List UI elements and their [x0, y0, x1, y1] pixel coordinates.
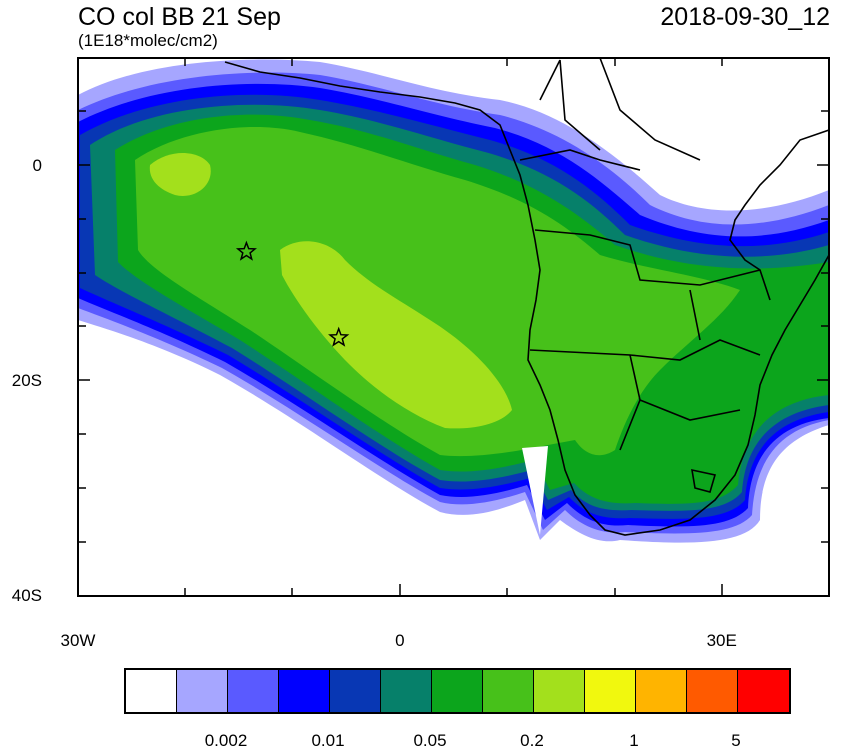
colorbar-swatch	[483, 670, 534, 712]
colorbar-label: 0.01	[311, 731, 345, 750]
x-tick-label: 30W	[60, 631, 96, 650]
plot-frame	[77, 57, 830, 597]
y-tick-label: 0	[32, 155, 42, 175]
x-tick-label: 0	[395, 631, 405, 650]
y-tick-label: 40S	[11, 586, 42, 605]
colorbar-label: 0.002	[204, 731, 248, 750]
colorbar-swatch	[330, 670, 381, 712]
colorbar-label: 0.2	[520, 731, 544, 750]
units-label: (1E18*molec/cm2)	[78, 31, 218, 50]
colorbar-swatch	[636, 670, 687, 712]
colorbar-label: 0.05	[413, 731, 447, 750]
colorbar-swatch	[585, 670, 636, 712]
colorbar-label: 1	[629, 731, 639, 750]
coastline	[224, 58, 829, 536]
colorbar-swatch	[381, 670, 432, 712]
x-tick-label: 30E	[706, 631, 737, 650]
map-title: CO col BB 21 Sep	[78, 3, 281, 31]
co-plume	[78, 59, 829, 543]
colorbar-label: 5	[731, 731, 741, 750]
colorbar-swatch	[228, 670, 279, 712]
date-label: 2018-09-30_12	[660, 3, 830, 31]
tick-marks	[77, 58, 829, 596]
colorbar-swatch	[534, 670, 585, 712]
star-markers	[235, 240, 350, 347]
y-tick-label: 20S	[11, 370, 42, 390]
colorbar-swatch	[279, 670, 330, 712]
map-plot	[77, 57, 830, 597]
colorbar-swatch	[738, 670, 789, 712]
colorbar	[124, 668, 791, 714]
colorbar-swatch	[177, 670, 228, 712]
star-marker	[328, 326, 350, 347]
colorbar-swatch	[432, 670, 483, 712]
star-marker	[235, 240, 257, 261]
colorbar-swatch	[126, 670, 177, 712]
colorbar-swatch	[687, 670, 738, 712]
